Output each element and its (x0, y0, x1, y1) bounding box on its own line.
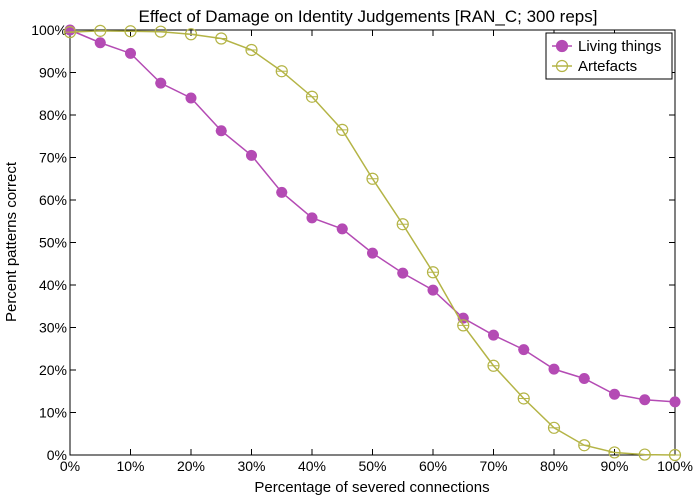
series-artefacts (63, 24, 682, 462)
x-tick-label: 90% (600, 458, 628, 474)
legend: Living things Artefacts (545, 32, 673, 80)
legend-marker-artefacts (555, 59, 569, 73)
legend-box (545, 32, 673, 80)
x-tick-label: 60% (419, 458, 447, 474)
x-tick-label: 70% (479, 458, 507, 474)
x-tick-label: 80% (540, 458, 568, 474)
plot-area (69, 29, 676, 456)
y-tick-label: 30% (39, 320, 67, 336)
y-tick-label: 0% (47, 447, 67, 463)
x-tick-label: 20% (177, 458, 205, 474)
series-line (69, 30, 676, 456)
x-tick-label: 10% (116, 458, 144, 474)
series-layer (63, 24, 682, 462)
x-tick-label: 100% (657, 458, 693, 474)
legend-marker-living (555, 39, 569, 53)
y-tick-label: 10% (39, 405, 67, 421)
x-tick-label: 40% (298, 458, 326, 474)
legend-label-artefacts: Artefacts (578, 58, 637, 75)
y-tick-label: 80% (39, 107, 67, 123)
x-axis-label: Percentage of severed connections (254, 479, 489, 496)
legend-label-living: Living things (578, 38, 661, 55)
x-tick-label: 30% (237, 458, 265, 474)
y-tick-label: 70% (39, 150, 67, 166)
y-tick-label: 100% (31, 22, 67, 38)
y-tick-label: 40% (39, 277, 67, 293)
axis-ticks: 0% 10% 20% 30% 40% 50% 60% 70% 80% 90% 100% 0% 10% 20… (31, 22, 693, 474)
series-living-things (64, 24, 681, 408)
chart-title: Effect of Damage on Identity Judgements … (139, 7, 598, 26)
x-tick-label: 0% (60, 458, 80, 474)
y-axis-label: Percent patterns correct (3, 161, 20, 322)
x-tick-label: 50% (358, 458, 386, 474)
y-tick-label: 90% (39, 65, 67, 81)
y-tick-label: 60% (39, 192, 67, 208)
y-tick-label: 20% (39, 362, 67, 378)
y-tick-label: 50% (39, 235, 67, 251)
